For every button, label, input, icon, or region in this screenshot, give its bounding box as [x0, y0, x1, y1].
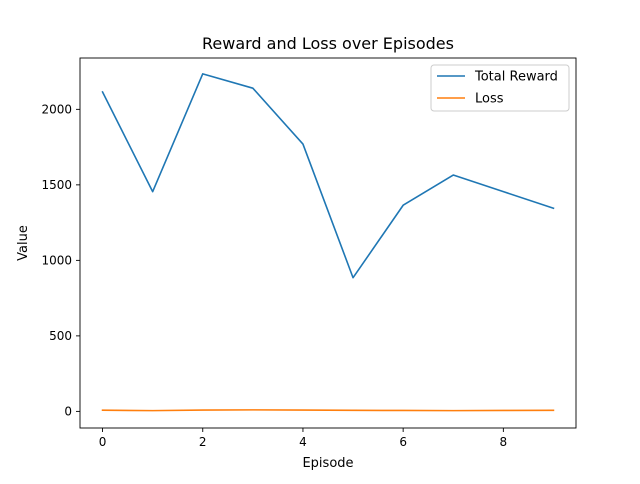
series-line-loss	[101, 409, 555, 412]
y-axis-label: Value	[16, 225, 31, 261]
y-tick-label: 1000	[41, 253, 72, 267]
legend: Total Reward Loss	[430, 64, 570, 112]
y-tick-label: 1500	[41, 178, 72, 192]
y-tick-label: 0	[64, 404, 72, 418]
axis-ticks: 0 2 4 6 8 0 500 1000 1500 2000	[41, 102, 507, 449]
chart-title: Reward and Loss over Episodes	[202, 34, 454, 53]
y-tick-label: 2000	[41, 102, 72, 116]
series-lines	[101, 73, 555, 412]
plot-area-frame	[79, 57, 577, 429]
legend-label-loss: Loss	[475, 92, 504, 107]
legend-label-total-reward: Total Reward	[474, 70, 558, 85]
x-tick-label: 6	[399, 435, 407, 449]
y-tick-label: 500	[49, 329, 72, 343]
x-tick-label: 0	[99, 435, 107, 449]
x-tick-label: 2	[199, 435, 207, 449]
x-tick-label: 4	[299, 435, 307, 449]
series-line-total-reward	[101, 73, 555, 279]
x-axis-label: Episode	[302, 456, 353, 471]
legend-box	[430, 64, 570, 112]
x-tick-label: 8	[500, 435, 508, 449]
